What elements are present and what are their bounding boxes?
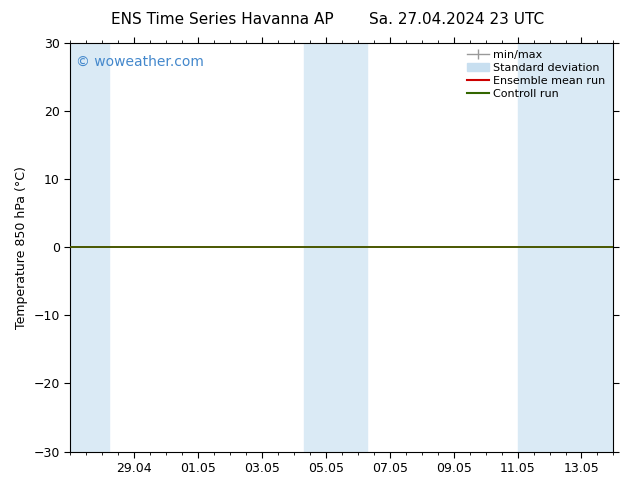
Bar [70,43,108,452]
Legend: min/max, Standard deviation, Ensemble mean run, Controll run: min/max, Standard deviation, Ensemble me… [465,48,608,101]
Y-axis label: Temperature 850 hPa (°C): Temperature 850 hPa (°C) [15,166,28,328]
Text: ENS Time Series Havanna AP: ENS Time Series Havanna AP [110,12,333,27]
Text: © woweather.com: © woweather.com [76,55,204,69]
Bar [517,43,614,452]
Text: Sa. 27.04.2024 23 UTC: Sa. 27.04.2024 23 UTC [369,12,544,27]
Bar [304,43,368,452]
